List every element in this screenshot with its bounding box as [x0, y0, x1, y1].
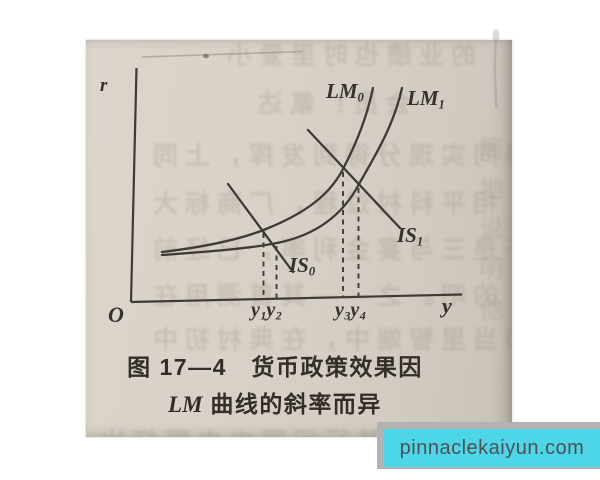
label-y2-sub: 2	[275, 308, 282, 323]
label-lm0-base: LM	[326, 79, 358, 103]
label-is0-sub: 0	[308, 264, 316, 279]
label-y3y4: y3y4	[335, 300, 366, 321]
caption-line2-text: 曲线的斜率而异	[202, 391, 382, 417]
bleedthrough-text: 动。相平科村过程，厂商标大	[146, 190, 512, 218]
bleedthrough-text-column: 简地说明他	[475, 136, 502, 336]
label-lm1-base: LM	[407, 86, 439, 110]
label-r-axis: r	[100, 75, 108, 96]
caption-line1: 图 17—4 货币政策效果因	[127, 354, 423, 380]
label-is0-base: IS	[289, 253, 309, 277]
bleedthrough-text: 更不是三与宴金利率，已经前	[146, 236, 512, 264]
figure-caption: 图 17—4 货币政策效果因 LM 曲线的斜率而异	[106, 349, 444, 423]
label-y1-sub: 1	[260, 308, 267, 323]
label-lm0: LM0	[326, 81, 364, 104]
bleedthrough-text: 的业绩也时里爱小	[219, 42, 476, 70]
label-lm0-sub: 0	[357, 90, 364, 105]
watermark-link-text[interactable]: pinnaclekaiyun.com	[399, 436, 585, 459]
label-y3-sub: 3	[344, 308, 351, 323]
label-lm1: LM1	[407, 88, 445, 111]
label-is1-base: IS	[397, 223, 417, 247]
watermark-banner[interactable]: pinnaclekaiyun.com	[384, 429, 600, 467]
label-is1: IS1	[397, 225, 423, 248]
label-is1-sub: 1	[416, 234, 424, 249]
label-y2-base: y	[266, 299, 276, 321]
bleedthrough-text: 得同实现分得到发挥，上同	[146, 142, 512, 170]
label-y-axis: y	[442, 293, 452, 318]
label-y4-sub: 4	[359, 308, 366, 323]
label-y1-base: y	[251, 299, 261, 321]
label-lm1-sub: 1	[438, 97, 445, 112]
label-origin: O	[108, 302, 124, 327]
caption-lm: LM	[168, 392, 203, 417]
label-y1y2: y1y2	[251, 300, 282, 321]
label-y4-base: y	[350, 299, 360, 321]
label-y3-base: y	[335, 299, 345, 321]
caption-line2: LM 曲线的斜率而异	[106, 386, 444, 423]
label-is0: IS0	[289, 255, 315, 278]
